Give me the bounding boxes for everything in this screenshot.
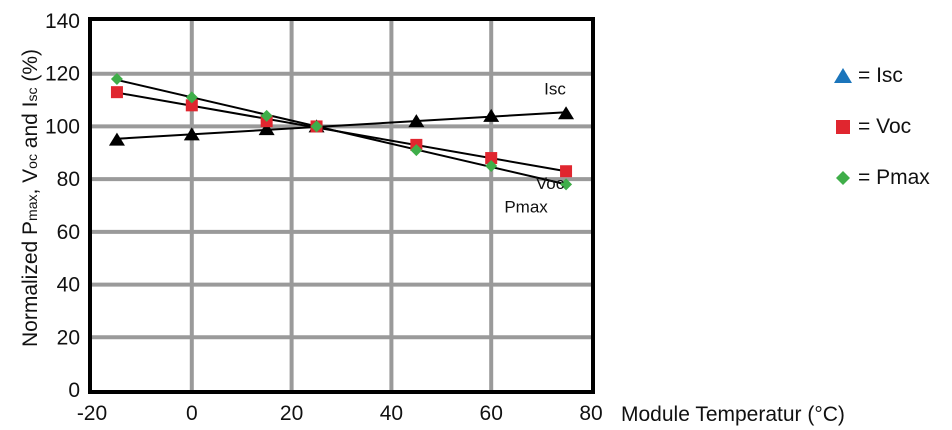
y-tick-label: 100 [45,115,80,138]
diamond-icon [836,171,850,185]
legend: = Isc = Voc = Pmax [832,64,930,219]
pmax-point [110,72,123,85]
voc-point [485,152,498,165]
isc-point [483,108,500,122]
y-tick-label: 140 [45,10,80,33]
data-markers [108,72,575,191]
y-tick-label: 40 [57,274,80,297]
y-axis-label: Normalized Pmax, Voc and Isc (%) [19,49,42,347]
square-icon [836,120,850,134]
triangle-icon [834,68,852,83]
legend-item: = Isc [832,64,930,87]
y-tick-label: 20 [57,326,80,349]
series-label-isc: Isc [544,79,566,98]
plot-frame [88,17,595,394]
series-label-voc: Voc [536,174,565,193]
series-label-pmax: Pmax [504,197,548,216]
x-tick-label: 80 [579,402,602,425]
y-tick-label: 0 [68,379,80,402]
isc-point [108,132,125,146]
legend-label: = Pmax [858,166,930,189]
y-tick-label: 80 [57,168,80,191]
trend-line-pmax [116,78,567,186]
x-tick-label: -20 [77,402,107,425]
pmax-point [185,91,198,104]
legend-item: = Voc [832,115,930,138]
trend-lines [116,78,567,186]
voc-point [560,165,573,178]
pmax-point [310,120,323,133]
legend-label: = Isc [858,64,903,87]
x-tick-label: 40 [380,402,403,425]
isc-point [558,106,575,120]
x-tick-label: 0 [186,402,198,425]
pmax-point [410,144,423,157]
y-tick-label: 60 [57,221,80,244]
x-tick-label: 20 [280,402,303,425]
x-tick-label: 60 [480,402,503,425]
y-tick-label: 120 [45,63,80,86]
pmax-point [485,159,498,172]
series-labels: Isc Voc Pmax [504,79,566,216]
isc-point [258,122,275,136]
legend-label: = Voc [858,115,912,138]
voc-point [110,86,123,99]
pmax-point [260,109,273,122]
x-axis-label: Module Temperatur (°C) [621,403,845,426]
isc-point [408,114,425,128]
isc-point [183,127,200,141]
pmax-point [560,178,573,191]
legend-item: = Pmax [832,166,930,189]
voc-point [185,99,198,112]
